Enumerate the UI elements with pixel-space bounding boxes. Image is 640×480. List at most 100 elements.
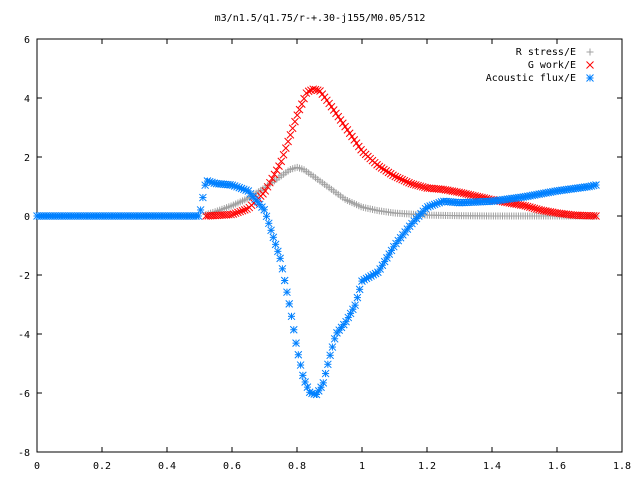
data-point	[274, 247, 282, 256]
x-tick-label: 0.6	[223, 461, 241, 472]
data-point	[341, 122, 349, 131]
x-tick-label: 1	[359, 461, 365, 472]
data-point	[418, 182, 427, 191]
data-point	[267, 226, 275, 235]
x-tick-label: 0	[34, 461, 40, 472]
data-point	[275, 162, 283, 170]
data-point	[325, 99, 334, 108]
data-point	[278, 264, 287, 273]
data-point	[276, 254, 284, 263]
data-point	[396, 174, 404, 183]
data-point	[334, 112, 343, 121]
data-point	[291, 117, 299, 126]
data-point	[300, 94, 308, 103]
data-point	[541, 207, 550, 215]
data-point	[462, 190, 470, 198]
data-point	[268, 174, 276, 183]
series-1	[202, 163, 600, 220]
data-point	[327, 102, 336, 111]
data-point	[375, 162, 384, 171]
data-point	[514, 200, 523, 209]
data-point	[398, 175, 406, 184]
chart-title: m3/n1.5/q1.75/r-+.30-j155/M0.05/512	[215, 13, 426, 24]
data-point	[384, 168, 393, 177]
data-point	[330, 334, 339, 343]
data-point	[261, 187, 270, 195]
data-point	[443, 186, 452, 195]
data-point	[279, 150, 288, 159]
data-point	[238, 206, 247, 215]
data-point	[277, 157, 286, 166]
data-point	[471, 192, 479, 200]
legend-marker	[586, 74, 594, 82]
legend-marker	[586, 61, 594, 69]
data-point	[288, 124, 297, 133]
y-tick-label: -2	[18, 271, 30, 282]
data-point	[539, 206, 548, 215]
y-tick-label: 2	[24, 153, 30, 164]
data-point	[382, 167, 391, 175]
series-3	[33, 177, 600, 399]
data-point	[264, 219, 273, 228]
data-point	[266, 178, 274, 187]
data-point	[342, 317, 350, 326]
data-point	[589, 212, 598, 220]
data-point	[389, 171, 397, 180]
data-point	[292, 339, 300, 347]
data-point	[285, 300, 294, 308]
legend-label: G work/E	[528, 60, 576, 71]
data-point	[453, 188, 461, 196]
data-point	[263, 182, 272, 191]
data-point	[402, 177, 411, 186]
data-point	[234, 208, 242, 217]
data-point	[439, 185, 448, 194]
data-point	[311, 85, 320, 94]
data-point	[348, 132, 356, 141]
x-tick-label: 1.4	[483, 461, 501, 472]
data-point	[391, 172, 400, 181]
data-point	[544, 207, 552, 216]
data-point	[457, 188, 466, 197]
legend-label: R stress/E	[516, 47, 576, 58]
data-point	[355, 285, 364, 294]
data-series	[33, 85, 600, 399]
data-point	[409, 180, 418, 189]
data-point	[466, 191, 475, 199]
axes: 0 0.2 0.4 0.6 0.8 1 1.2 1.4 1.6 1.8 6 4 2 0 -2 -4 -6 -8	[18, 35, 631, 472]
data-point	[446, 186, 454, 195]
data-point	[271, 240, 280, 249]
data-point	[326, 351, 334, 360]
x-tick-label: 0.2	[93, 461, 111, 472]
data-point	[528, 203, 536, 212]
data-point	[532, 205, 541, 213]
data-point	[386, 169, 395, 178]
legend-label: Acoustic flux/E	[486, 73, 576, 84]
data-point	[345, 129, 354, 138]
data-point	[377, 164, 386, 172]
data-point	[338, 119, 347, 128]
data-point	[304, 87, 313, 96]
data-point	[293, 111, 302, 120]
data-point	[521, 202, 530, 210]
data-point	[323, 96, 331, 105]
data-point	[324, 360, 332, 369]
data-point	[283, 288, 291, 297]
data-point	[393, 173, 402, 182]
data-point	[243, 205, 251, 213]
x-tick-label: 1.6	[548, 461, 566, 472]
data-point	[299, 371, 307, 380]
data-point	[512, 200, 521, 209]
data-point	[400, 176, 409, 185]
data-point	[196, 206, 205, 214]
data-point	[336, 116, 345, 124]
data-point	[548, 208, 557, 217]
y-tick-label: -8	[18, 448, 30, 459]
data-point	[236, 207, 245, 216]
data-point	[280, 276, 289, 285]
data-point	[530, 204, 539, 213]
data-point	[464, 190, 473, 199]
data-point	[535, 205, 543, 214]
data-point	[546, 207, 555, 216]
data-point	[297, 100, 306, 108]
